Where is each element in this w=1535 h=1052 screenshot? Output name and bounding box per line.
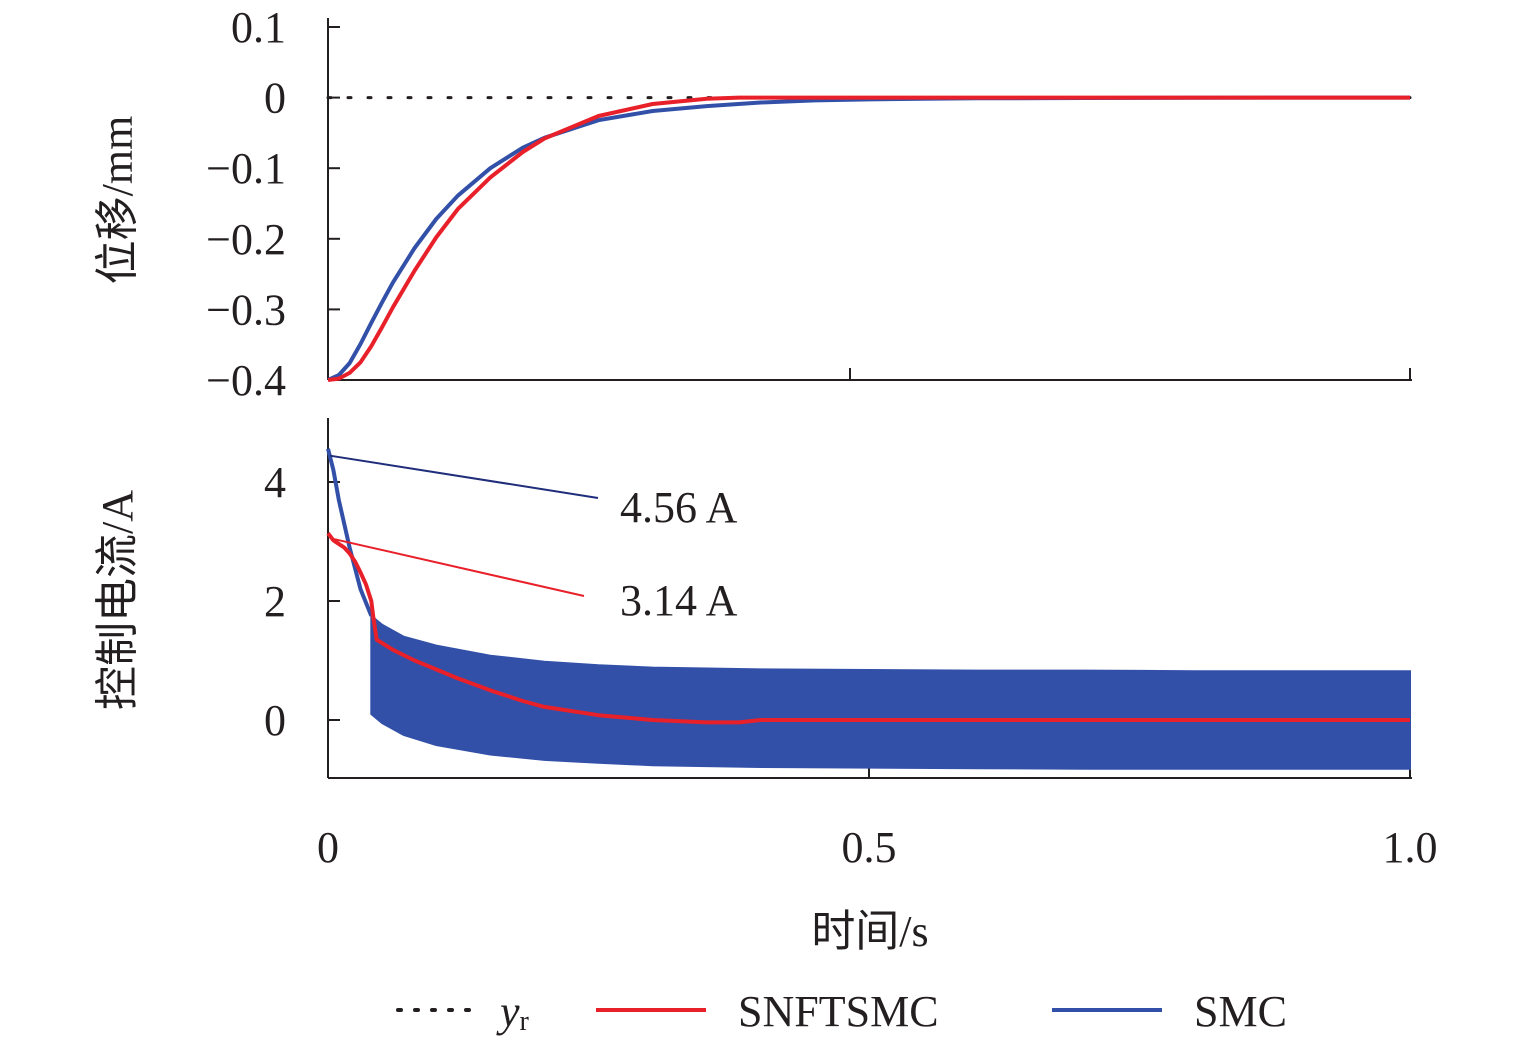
top-panel: 0.1 0 −0.1 −0.2 −0.3 −0.4 位移/mm	[93, 3, 1412, 405]
legend-label-reference-subscript: r	[520, 1006, 530, 1037]
bottom-x-tick-label: 1.0	[1383, 823, 1438, 872]
legend-label-snftsmc: SNFTSMC	[738, 987, 939, 1036]
annotation-314-leader-line	[329, 537, 585, 597]
annotation-456-leader-line	[329, 454, 599, 499]
bottom-series-layer	[326, 448, 1411, 770]
top-series-smc	[327, 95, 1410, 382]
top-y-tick-label: −0.4	[206, 356, 286, 405]
top-y-ticks: 0.1 0 −0.1 −0.2 −0.3 −0.4	[206, 3, 340, 405]
top-y-tick-label: 0	[264, 74, 286, 123]
bottom-y-tick-label: 2	[264, 577, 286, 626]
top-y-tick-label: −0.2	[206, 215, 286, 264]
top-y-tick-label: 0.1	[231, 3, 286, 52]
bottom-series-smc	[326, 448, 374, 617]
bottom-y-tick-label: 0	[264, 696, 286, 745]
annotation-456: 4.56 A	[329, 454, 738, 532]
bottom-y-tick-label: 4	[264, 458, 286, 507]
bottom-series-smc-oscillation-band	[370, 613, 1411, 770]
annotation-314: 3.14 A	[329, 537, 738, 625]
annotation-456-label: 4.56 A	[620, 483, 738, 532]
annotation-314-label: 3.14 A	[620, 576, 738, 625]
legend-label-smc: SMC	[1194, 987, 1287, 1036]
top-series-layer	[326, 95, 1412, 382]
bottom-x-tick-label: 0	[317, 823, 339, 872]
bottom-series-snftsmc	[326, 531, 1410, 725]
bottom-y-axis-title: 控制电流/A	[93, 490, 142, 710]
bottom-x-tick-label: 0.5	[842, 823, 897, 872]
top-y-tick-label: −0.3	[206, 285, 286, 334]
top-series-snftsmc	[327, 95, 1410, 382]
bottom-panel: 4 2 0 0 0.5 1.0 4.56 A 3.14 A 控制电流/A 时间/s	[93, 418, 1438, 956]
bottom-ticks: 4 2 0 0 0.5 1.0	[264, 458, 1438, 872]
top-panel-axes	[327, 18, 1412, 381]
top-y-tick-label: −0.1	[206, 144, 286, 193]
top-y-axis-title: 位移/mm	[93, 116, 142, 285]
legend: yr SNFTSMC SMC	[396, 987, 1287, 1037]
legend-label-reference: yr	[496, 987, 530, 1037]
x-axis-title: 时间/s	[811, 907, 928, 956]
